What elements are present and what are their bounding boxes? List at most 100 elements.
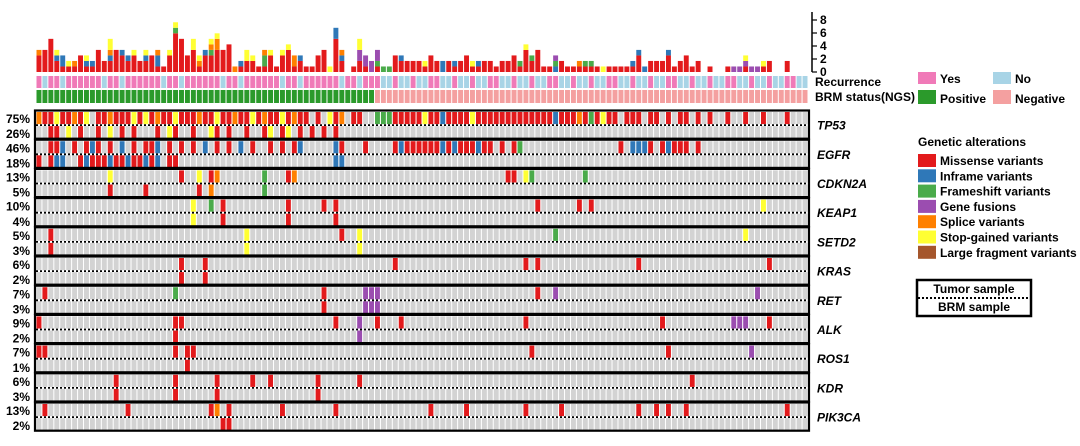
annotation-tracks — [36, 76, 808, 103]
brm-cell — [731, 184, 737, 197]
tumor-cell — [475, 345, 481, 358]
brm-cell — [345, 272, 351, 285]
brm-cell — [689, 418, 695, 431]
brm-status-cell — [386, 90, 392, 103]
bar-segment-M — [374, 66, 380, 72]
tumor-cell — [719, 374, 725, 387]
brm-cell — [481, 388, 487, 401]
tumor-cell — [60, 258, 66, 271]
brm-cell — [707, 155, 713, 168]
brm-cell — [707, 126, 713, 139]
tumor-cell — [565, 199, 570, 212]
brm-cell — [244, 418, 250, 431]
brm-cell — [184, 242, 190, 255]
brm-cell — [380, 213, 386, 226]
tumor-alteration-cell — [48, 112, 54, 125]
tumor-cell — [274, 404, 279, 417]
brm-cell — [487, 213, 493, 226]
brm-cell — [446, 272, 452, 285]
recurrence-cell — [238, 76, 244, 88]
brm-cell — [481, 359, 487, 372]
brm-alteration-cell — [107, 184, 113, 197]
brm-cell — [345, 213, 351, 226]
tumor-alteration-cell — [553, 112, 559, 125]
bar-segment-G — [737, 66, 743, 72]
brm-cell — [618, 330, 624, 343]
tumor-cell — [588, 170, 594, 183]
tumor-cell — [713, 228, 719, 241]
tumor-cell — [107, 345, 113, 358]
tumor-cell — [772, 112, 778, 125]
brm-cell — [214, 213, 220, 226]
tumor-alteration-cell — [190, 345, 196, 358]
bar-segment-M — [66, 66, 72, 72]
brm-cell — [410, 330, 416, 343]
brm-cell — [588, 155, 594, 168]
tumor-cell — [410, 228, 416, 241]
brm-cell — [594, 155, 600, 168]
brm-cell — [428, 301, 434, 314]
brm-cell — [268, 184, 274, 197]
tumor-cell — [458, 199, 464, 212]
brm-cell — [505, 126, 511, 139]
tumor-alteration-cell — [630, 141, 636, 154]
brm-cell — [648, 242, 654, 255]
tumor-cell — [279, 258, 285, 271]
brm-cell — [784, 359, 790, 372]
tumor-cell — [624, 345, 630, 358]
tumor-cell — [113, 287, 119, 300]
brm-status-cell — [760, 90, 766, 103]
brm-cell — [196, 330, 202, 343]
tumor-alteration-cell — [570, 112, 576, 125]
tumor-cell — [89, 112, 95, 125]
brm-cell — [541, 388, 547, 401]
brm-cell — [559, 359, 565, 372]
brm-cell — [386, 184, 392, 197]
tumor-cell — [743, 345, 749, 358]
tumor-cell — [125, 199, 131, 212]
brm-cell — [760, 155, 766, 168]
tumor-cell — [363, 199, 369, 212]
brm-cell — [499, 359, 505, 372]
recurrence-cell — [689, 76, 695, 88]
brm-cell — [481, 272, 487, 285]
tumor-cell — [244, 258, 250, 271]
brm-alteration-cell — [78, 155, 84, 168]
brm-cell — [214, 184, 220, 197]
brm-status-cell — [523, 90, 529, 103]
brm-cell — [671, 272, 677, 285]
brm-status-cell — [630, 90, 636, 103]
brm-cell — [137, 126, 143, 139]
recurrence-cell — [327, 76, 333, 88]
brm-cell — [523, 359, 529, 372]
tumor-cell — [660, 228, 665, 241]
tumor-cell — [612, 228, 618, 241]
brm-cell — [594, 301, 600, 314]
brm-cell — [374, 359, 380, 372]
brm-cell — [541, 126, 547, 139]
tumor-cell — [642, 258, 648, 271]
brm-cell — [458, 418, 464, 431]
tumor-alteration-cell — [84, 112, 89, 125]
brm-cell — [190, 155, 196, 168]
brm-cell — [523, 213, 529, 226]
brm-cell — [778, 272, 784, 285]
brm-cell — [743, 242, 749, 255]
brm-cell — [464, 184, 470, 197]
brm-alteration-cell — [262, 126, 268, 139]
brm-cell — [701, 359, 707, 372]
brm-cell — [220, 359, 226, 372]
brm-cell — [683, 126, 689, 139]
brm-cell — [636, 418, 642, 431]
tumor-cell — [48, 404, 54, 417]
recurrence-cell — [101, 76, 107, 88]
brm-cell — [36, 126, 42, 139]
tumor-cell — [642, 287, 648, 300]
brm-status-cell — [428, 90, 434, 103]
brm-cell — [630, 184, 636, 197]
tumor-cell — [226, 316, 232, 329]
brm-cell — [737, 330, 743, 343]
recurrence-cell — [386, 76, 392, 88]
tumor-cell — [731, 258, 737, 271]
bar-segment-F — [553, 60, 559, 67]
